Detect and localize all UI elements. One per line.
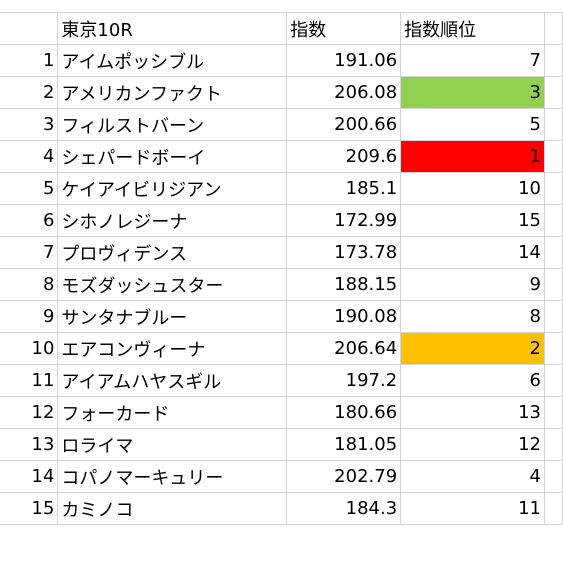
- header-cell-score[interactable]: 指数: [286, 12, 402, 45]
- empty-cell[interactable]: [544, 268, 563, 301]
- rank-cell[interactable]: 15: [400, 204, 545, 237]
- score-cell[interactable]: 172.99: [286, 204, 402, 237]
- rank-cell[interactable]: 6: [400, 364, 545, 397]
- empty-cell[interactable]: [544, 204, 563, 237]
- row-index-cell[interactable]: 6: [0, 204, 59, 237]
- table-row: 3 フィルストバーン 200.66 5: [0, 108, 563, 141]
- row-index-cell[interactable]: 12: [0, 396, 59, 429]
- row-index-cell[interactable]: 8: [0, 268, 59, 301]
- score-cell[interactable]: 188.15: [286, 268, 402, 301]
- horse-name-cell[interactable]: ケイアイビリジアン: [57, 172, 288, 205]
- spreadsheet-grid: 東京10R 指数 指数順位 1 アイムポッシブル 191.06 7 2 アメリカンファクト…: [0, 12, 563, 525]
- horse-name-cell[interactable]: サンタナブルー: [57, 300, 288, 333]
- rank-cell[interactable]: 5: [400, 108, 545, 141]
- row-index-cell[interactable]: 14: [0, 460, 59, 493]
- empty-cell[interactable]: [544, 44, 563, 77]
- row-index-cell[interactable]: 10: [0, 332, 59, 365]
- empty-cell[interactable]: [544, 76, 563, 109]
- table-row: 8 モズダッシュスター 188.15 9: [0, 268, 563, 301]
- row-index-cell[interactable]: 15: [0, 492, 59, 525]
- horse-name-cell[interactable]: シェパードボーイ: [57, 140, 288, 173]
- table-row: 7 プロヴィデンス 173.78 14: [0, 236, 563, 269]
- row-index-cell[interactable]: 9: [0, 300, 59, 333]
- table-row: 2 アメリカンファクト 206.08 3: [0, 76, 563, 109]
- empty-cell[interactable]: [544, 300, 563, 333]
- score-cell[interactable]: 200.66: [286, 108, 402, 141]
- sheet-body: 東京10R 指数 指数順位 1 アイムポッシブル 191.06 7 2 アメリカンファクト…: [0, 12, 563, 525]
- empty-cell[interactable]: [544, 364, 563, 397]
- score-cell[interactable]: 209.6: [286, 140, 402, 173]
- rank-cell[interactable]: 8: [400, 300, 545, 333]
- empty-cell[interactable]: [544, 428, 563, 461]
- rank-cell[interactable]: 7: [400, 44, 545, 77]
- score-cell[interactable]: 173.78: [286, 236, 402, 269]
- horse-name-cell[interactable]: プロヴィデンス: [57, 236, 288, 269]
- score-cell[interactable]: 181.05: [286, 428, 402, 461]
- header-cell-race[interactable]: 東京10R: [57, 12, 288, 45]
- horse-name-cell[interactable]: エアコンヴィーナ: [57, 332, 288, 365]
- horse-name-cell[interactable]: カミノコ: [57, 492, 288, 525]
- row-index-cell[interactable]: 4: [0, 140, 59, 173]
- horse-name-cell[interactable]: ロライマ: [57, 428, 288, 461]
- horse-name-cell[interactable]: シホノレジーナ: [57, 204, 288, 237]
- table-row: 11 アイアムハヤスギル 197.2 6: [0, 364, 563, 397]
- rank-cell[interactable]: 12: [400, 428, 545, 461]
- table-row: 13 ロライマ 181.05 12: [0, 428, 563, 461]
- row-index-cell[interactable]: 5: [0, 172, 59, 205]
- score-cell[interactable]: 191.06: [286, 44, 402, 77]
- empty-cell[interactable]: [544, 140, 563, 173]
- score-cell[interactable]: 206.64: [286, 332, 402, 365]
- score-cell[interactable]: 185.1: [286, 172, 402, 205]
- score-cell[interactable]: 206.08: [286, 76, 402, 109]
- table-row: 9 サンタナブルー 190.08 8: [0, 300, 563, 333]
- empty-cell[interactable]: [544, 460, 563, 493]
- empty-cell[interactable]: [544, 396, 563, 429]
- row-index-cell[interactable]: 3: [0, 108, 59, 141]
- empty-cell[interactable]: [544, 12, 563, 45]
- empty-cell[interactable]: [544, 332, 563, 365]
- empty-cell[interactable]: [544, 492, 563, 525]
- horse-name-cell[interactable]: モズダッシュスター: [57, 268, 288, 301]
- rank-cell[interactable]: 3: [400, 76, 545, 109]
- table-row: 10 エアコンヴィーナ 206.64 2: [0, 332, 563, 365]
- table-row: 12 フォーカード 180.66 13: [0, 396, 563, 429]
- horse-name-cell[interactable]: フォーカード: [57, 396, 288, 429]
- score-cell[interactable]: 202.79: [286, 460, 402, 493]
- rank-cell[interactable]: 4: [400, 460, 545, 493]
- score-cell[interactable]: 180.66: [286, 396, 402, 429]
- score-cell[interactable]: 197.2: [286, 364, 402, 397]
- empty-cell[interactable]: [544, 172, 563, 205]
- row-index-cell[interactable]: 13: [0, 428, 59, 461]
- row-index-cell[interactable]: 11: [0, 364, 59, 397]
- empty-cell[interactable]: [544, 108, 563, 141]
- row-index-cell[interactable]: 2: [0, 76, 59, 109]
- header-row: 東京10R 指数 指数順位: [0, 12, 563, 45]
- header-cell-index[interactable]: [0, 12, 59, 45]
- row-index-cell[interactable]: 7: [0, 236, 59, 269]
- rank-cell[interactable]: 10: [400, 172, 545, 205]
- rank-cell[interactable]: 13: [400, 396, 545, 429]
- horse-name-cell[interactable]: コパノマーキュリー: [57, 460, 288, 493]
- horse-name-cell[interactable]: フィルストバーン: [57, 108, 288, 141]
- empty-cell[interactable]: [544, 236, 563, 269]
- header-cell-rank[interactable]: 指数順位: [400, 12, 545, 45]
- score-cell[interactable]: 190.08: [286, 300, 402, 333]
- table-row: 1 アイムポッシブル 191.06 7: [0, 44, 563, 77]
- table-row: 4 シェパードボーイ 209.6 1: [0, 140, 563, 173]
- rank-cell[interactable]: 9: [400, 268, 545, 301]
- table-row: 5 ケイアイビリジアン 185.1 10: [0, 172, 563, 205]
- table-row: 14 コパノマーキュリー 202.79 4: [0, 460, 563, 493]
- rank-cell[interactable]: 2: [400, 332, 545, 365]
- rank-cell[interactable]: 11: [400, 492, 545, 525]
- table-row: 15 カミノコ 184.3 11: [0, 492, 563, 525]
- table-row: 6 シホノレジーナ 172.99 15: [0, 204, 563, 237]
- rank-cell[interactable]: 1: [400, 140, 545, 173]
- rank-cell[interactable]: 14: [400, 236, 545, 269]
- score-cell[interactable]: 184.3: [286, 492, 402, 525]
- horse-name-cell[interactable]: アメリカンファクト: [57, 76, 288, 109]
- horse-name-cell[interactable]: アイアムハヤスギル: [57, 364, 288, 397]
- horse-name-cell[interactable]: アイムポッシブル: [57, 44, 288, 77]
- row-index-cell[interactable]: 1: [0, 44, 59, 77]
